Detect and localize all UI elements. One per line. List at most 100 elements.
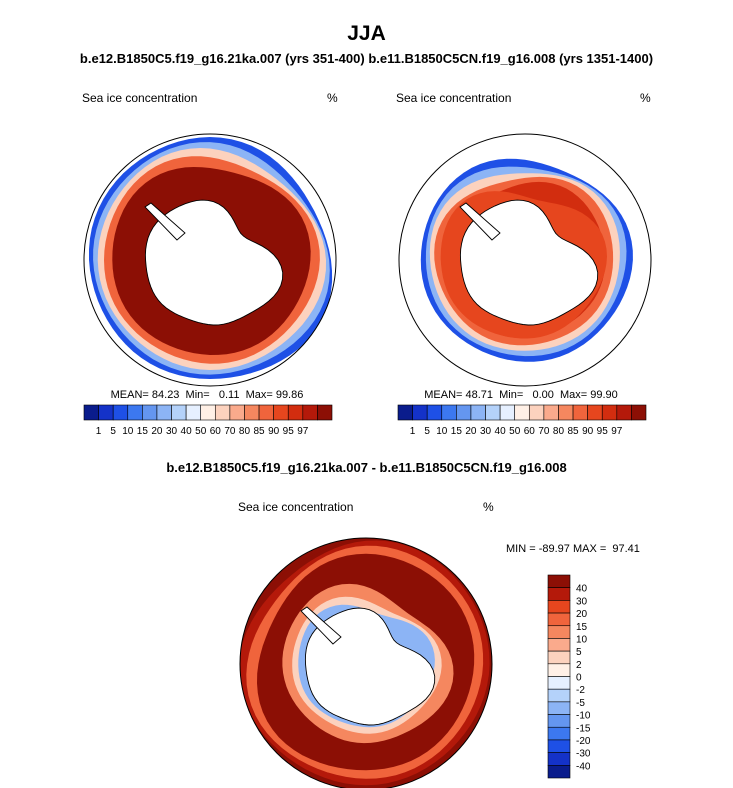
colorbar-swatch — [547, 714, 571, 728]
panel-right-units: % — [640, 91, 651, 105]
colorbar-swatch — [547, 701, 571, 715]
colorbar-tick-label: 60 — [524, 426, 536, 437]
colorbar-tick-label: 0 — [576, 673, 582, 684]
colorbar-tick-label: 50 — [195, 426, 207, 437]
colorbar-swatch — [547, 688, 571, 703]
colorbar-tick-label: -40 — [576, 761, 591, 772]
map-boundary — [239, 537, 493, 788]
colorbar-swatch — [547, 600, 571, 614]
panel-left-units: % — [327, 91, 338, 105]
map-panel-diff — [239, 537, 493, 788]
colorbar-tick-label: 97 — [611, 426, 623, 437]
colorbar-tick-label: -2 — [576, 685, 585, 696]
colorbar-tick-label: 85 — [567, 426, 579, 437]
colorbar-tick-label: 10 — [576, 634, 588, 645]
colorbar-swatch — [528, 404, 545, 421]
colorbar-tick-label: 40 — [576, 584, 588, 595]
colorbar-swatch — [547, 739, 571, 753]
colorbar-tick-label: 80 — [239, 426, 251, 437]
colorbar-swatch — [547, 587, 571, 601]
page-title: JJA — [347, 22, 386, 45]
colorbar-swatch — [287, 404, 304, 421]
colorbar-tick-label: 10 — [122, 426, 134, 437]
colorbar-tick-label: 95 — [283, 426, 295, 437]
colorbar-tick-label: 15 — [451, 426, 463, 437]
antarctic-peninsula — [144, 202, 186, 241]
colorbar-tick-label: 80 — [553, 426, 565, 437]
colorbar-swatch — [156, 404, 172, 421]
colorbar-tick-label: 20 — [465, 426, 477, 437]
colorbar-swatch — [547, 574, 571, 588]
colorbar-swatch — [547, 663, 571, 677]
colorbar-swatch — [426, 404, 443, 421]
colorbar-swatch — [547, 638, 571, 652]
colorbar-swatch — [547, 676, 571, 690]
colorbar-tick-label: 90 — [582, 426, 594, 437]
colorbar-swatch — [547, 752, 571, 766]
subtitle-left: b.e12.B1850C5.f19_g16.21ka.007 (yrs 351-… — [79, 51, 365, 66]
colorbar-tick-label: 5 — [576, 647, 582, 658]
colorbar-tick-label: 40 — [495, 426, 507, 437]
colorbar-tick-label: 40 — [181, 426, 193, 437]
colorbar-tick-label: 60 — [210, 426, 222, 437]
panel-left-stats: MEAN= 84.23 Min= 0.11 Max= 99.86 — [110, 389, 304, 401]
colorbar-swatch — [214, 404, 231, 421]
colorbar-tick-label: 70 — [224, 426, 236, 437]
colorbar-swatch — [470, 404, 486, 421]
panel-left-field-label: Sea ice concentration — [82, 91, 198, 105]
colorbar-swatch — [317, 404, 333, 421]
colorbar-tick-label: 70 — [538, 426, 550, 437]
colorbar-swatch — [127, 404, 143, 421]
colorbar-swatch — [587, 404, 603, 421]
colorbar-swatch — [601, 404, 618, 421]
colorbar-tick-label: 30 — [480, 426, 492, 437]
colorbar-swatch — [185, 404, 202, 421]
colorbar-swatch — [412, 404, 428, 421]
colorbar-tick-label: 1 — [410, 426, 416, 437]
colorbar-tick-label: 1 — [96, 426, 102, 437]
map-panel-21ka — [83, 133, 337, 387]
colorbar-swatch — [441, 404, 457, 421]
colorbar-tick-label: 30 — [576, 596, 588, 607]
map-boundary — [398, 133, 652, 387]
colorbar-swatch — [547, 726, 571, 741]
colorbar-tick-label: -10 — [576, 711, 591, 722]
panel-diff-field-label: Sea ice concentration — [238, 500, 354, 514]
colorbar-swatch — [83, 404, 99, 421]
colorbar-swatch — [616, 404, 632, 421]
colorbar-swatch — [547, 650, 571, 665]
colorbar-tick-label: 5 — [424, 426, 430, 437]
colorbar-right: 1 5 10 15 20 30 40 50 60 70 80 85 90 95 97 — [397, 404, 647, 437]
colorbar-swatch — [229, 404, 245, 421]
panel-right-stats: MEAN= 48.71 Min= 0.00 Max= 99.90 — [424, 389, 618, 401]
colorbar-tick-label: 20 — [576, 609, 588, 620]
difference-title: b.e12.B1850C5.f19_g16.21ka.007 - b.e11.B… — [166, 460, 567, 475]
colorbar-tick-label: 10 — [436, 426, 448, 437]
map-boundary — [83, 133, 337, 387]
colorbar-swatch — [547, 625, 571, 639]
panel-diff-stats: MIN = -89.97 MAX = 97.41 — [506, 543, 640, 555]
colorbar-swatch — [456, 404, 472, 421]
colorbar-tick-label: 50 — [509, 426, 521, 437]
colorbar-swatch — [200, 404, 216, 421]
colorbar-swatch — [631, 404, 647, 421]
colorbar-tick-label: 20 — [151, 426, 163, 437]
colorbar-swatch — [572, 404, 588, 421]
colorbar-swatch — [171, 404, 187, 421]
colorbar-swatch — [499, 404, 516, 421]
panel-right-field-label: Sea ice concentration — [396, 91, 512, 105]
colorbar-tick-label: -30 — [576, 749, 591, 760]
colorbar-left: 1 5 10 15 20 30 40 50 60 70 80 85 90 95 97 — [83, 404, 333, 437]
colorbar-tick-label: -15 — [576, 723, 591, 734]
colorbar-swatch — [112, 404, 129, 421]
colorbar-tick-label: 95 — [597, 426, 609, 437]
colorbar-swatch — [142, 404, 158, 421]
colorbar-swatch — [485, 404, 501, 421]
subtitle: b.e12.B1850C5.f19_g16.21ka.007 (yrs 351-… — [0, 51, 733, 66]
colorbar-swatch — [514, 404, 530, 421]
colorbar-swatch — [547, 765, 571, 779]
colorbar-swatch — [397, 404, 413, 421]
colorbar-tick-label: -20 — [576, 736, 591, 747]
colorbar-tick-label: 90 — [268, 426, 280, 437]
